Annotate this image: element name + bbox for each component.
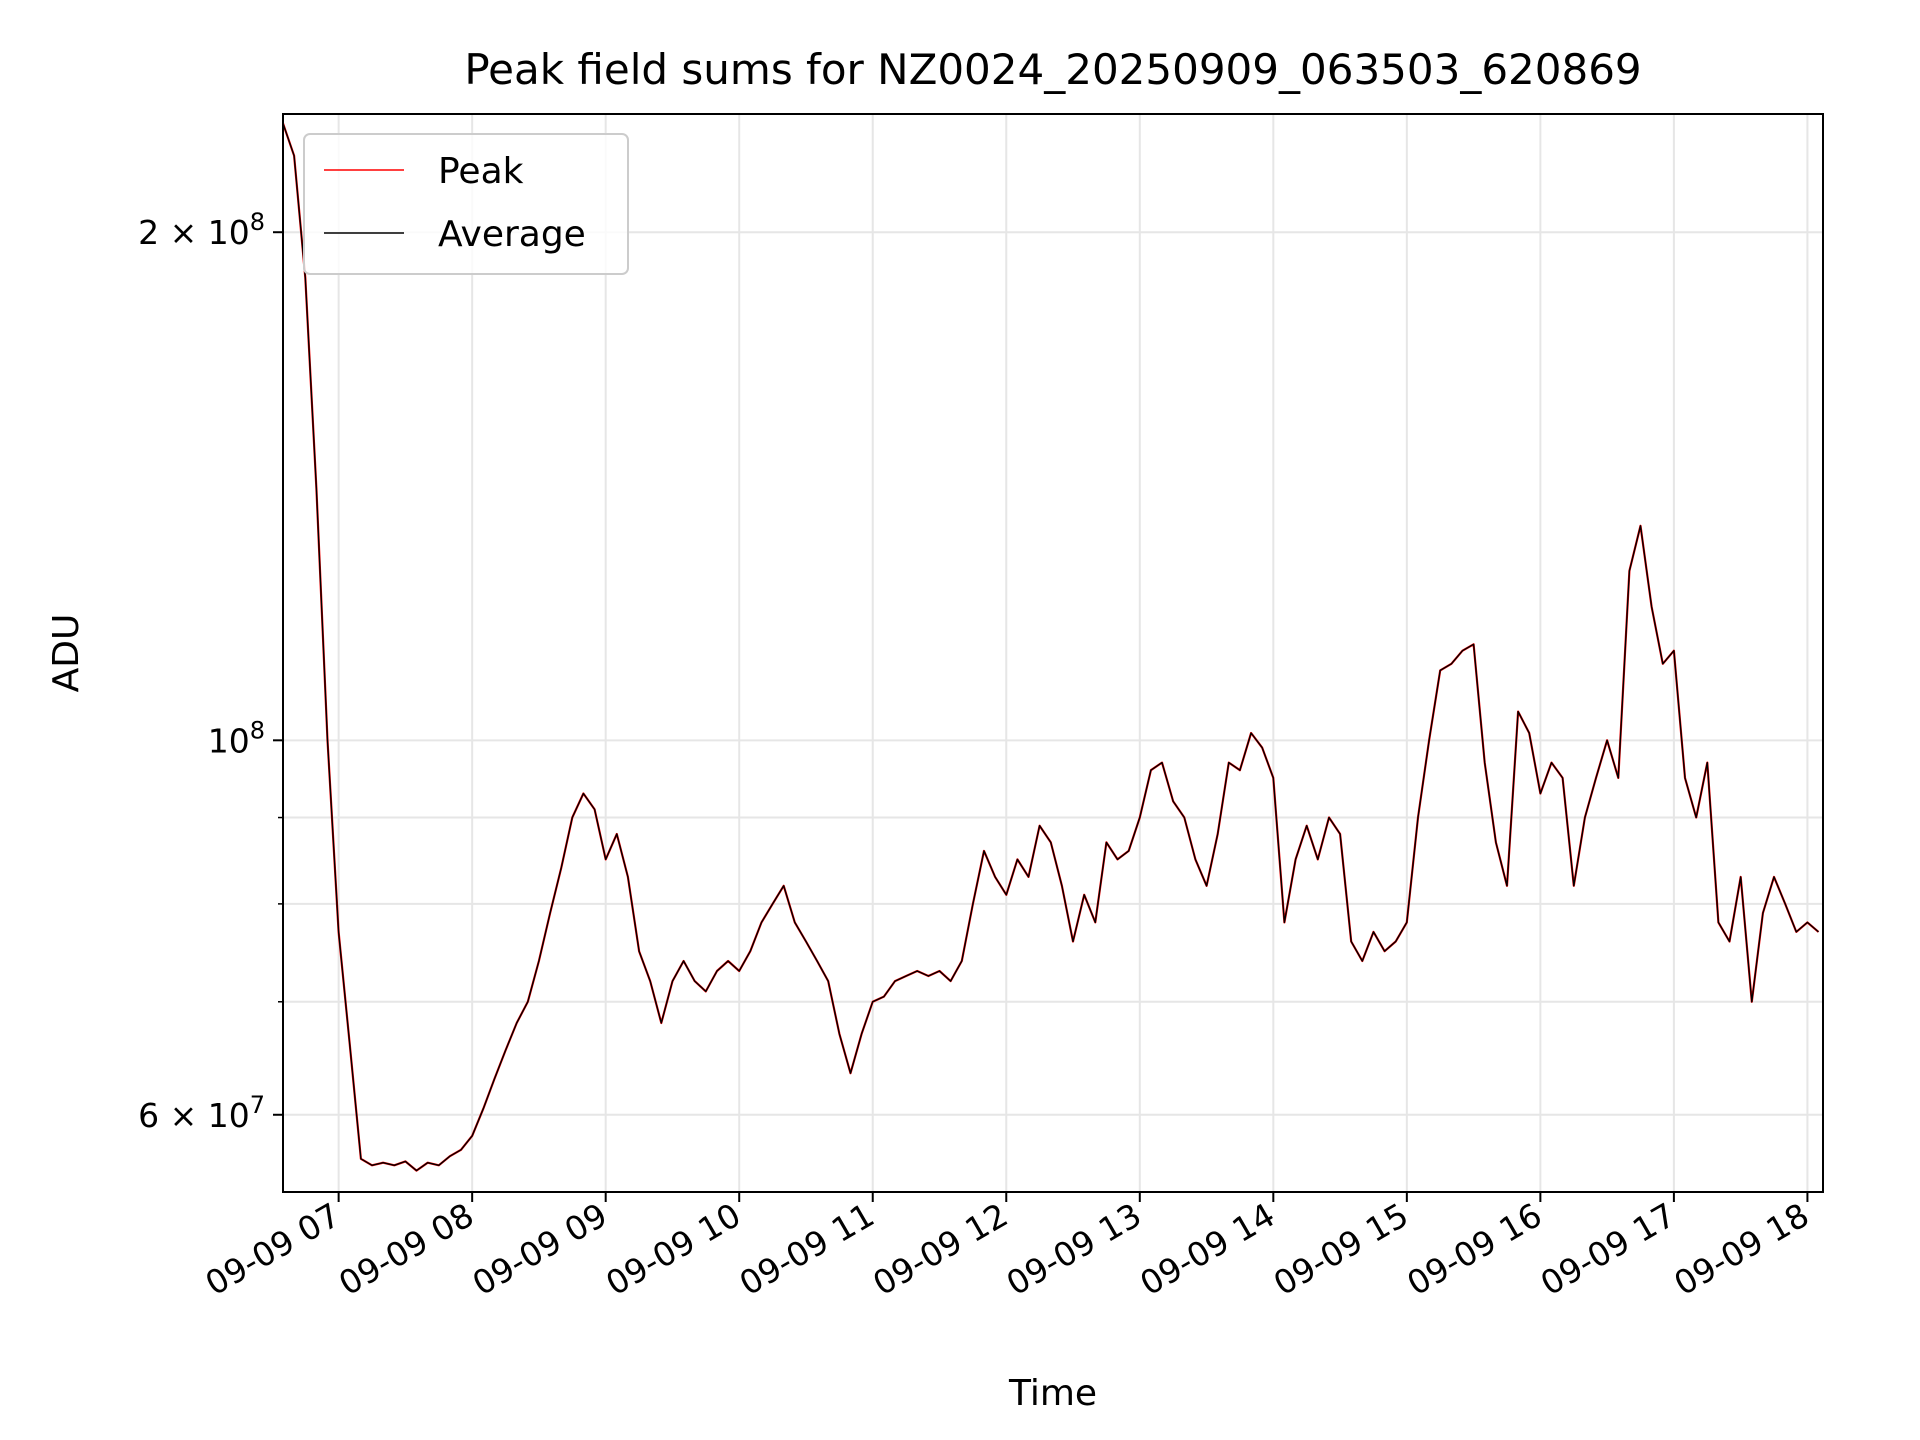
series-line-average <box>282 123 1819 1172</box>
y-tick-label: 6 × 107 <box>138 1091 265 1135</box>
legend: Peak Average <box>303 133 629 275</box>
y-tick-label: 108 <box>208 716 265 760</box>
legend-label-average: Average <box>438 214 586 255</box>
legend-box <box>303 133 629 275</box>
y-tick-label: 2 × 108 <box>138 208 265 252</box>
y-axis-label: ADU <box>46 614 87 693</box>
plot-area <box>282 113 1824 1193</box>
chart-title: Peak field sums for NZ0024_20250909_0635… <box>464 45 1641 94</box>
legend-label-peak: Peak <box>438 151 524 192</box>
y-axis: 6 × 107 108 2 × 108 <box>138 208 283 1135</box>
x-axis-label: Time <box>1008 1373 1097 1414</box>
plot-lines <box>281 123 1820 1172</box>
